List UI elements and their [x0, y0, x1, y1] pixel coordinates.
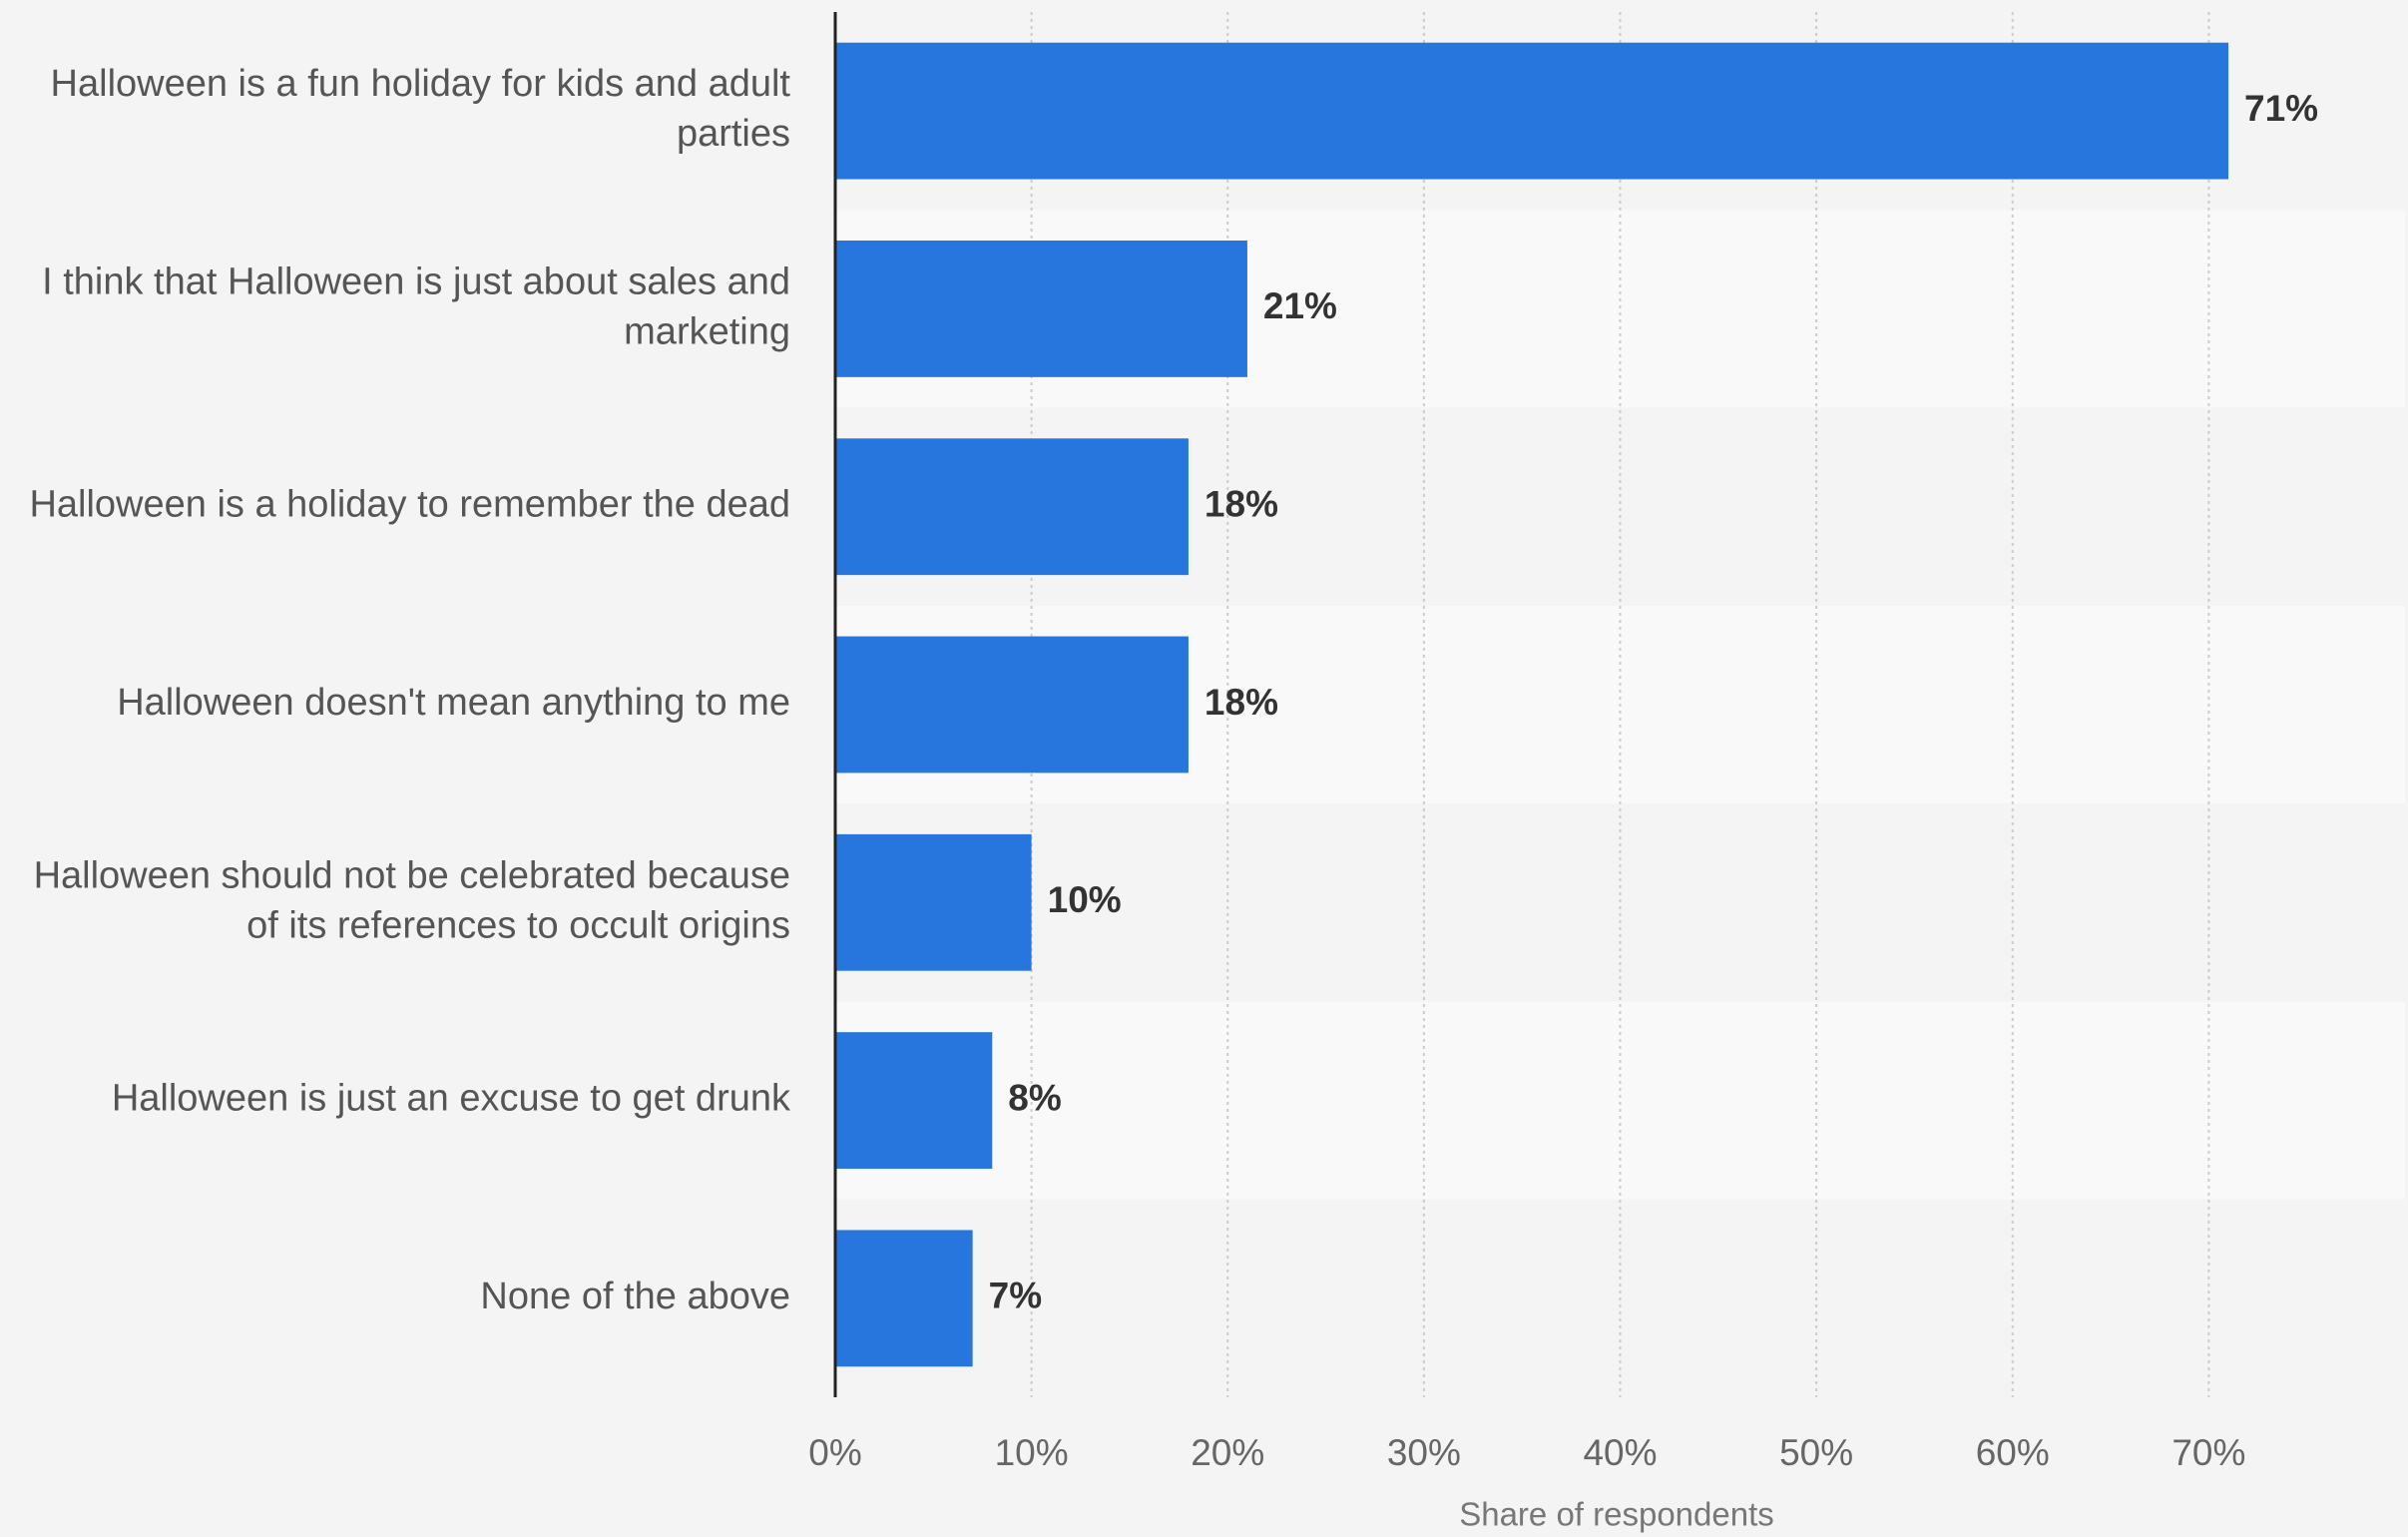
value-label: 18% — [1204, 682, 1278, 723]
bar — [835, 833, 1032, 971]
value-label: 10% — [1048, 879, 1122, 920]
value-label: 7% — [989, 1276, 1042, 1316]
y-tick-label: Halloween is a holiday to remember the d… — [29, 484, 790, 526]
bar — [835, 42, 2229, 180]
x-tick-label: 50% — [1779, 1432, 1853, 1473]
x-axis-title: Share of respondents — [1459, 1496, 1774, 1533]
x-tick-label: 0% — [808, 1432, 861, 1473]
x-tick-label: 30% — [1387, 1432, 1461, 1473]
y-tick-label: Halloween should not be celebrated becau… — [34, 854, 790, 946]
x-tick-label: 40% — [1583, 1432, 1657, 1473]
row-stripe — [835, 1001, 2405, 1200]
y-tick-label: Halloween is a fun holiday for kids and … — [51, 63, 791, 155]
bar — [835, 1230, 973, 1367]
bar — [835, 241, 1247, 377]
x-tick-label: 20% — [1191, 1432, 1264, 1473]
x-tick-label: 70% — [2171, 1432, 2245, 1473]
value-label: 21% — [1263, 285, 1337, 326]
bar — [835, 636, 1189, 773]
value-label: 8% — [1008, 1077, 1061, 1118]
x-tick-label: 60% — [1976, 1432, 2050, 1473]
bar — [835, 438, 1189, 576]
y-tick-label: Halloween is just an excuse to get drunk — [112, 1078, 791, 1120]
y-tick-label: None of the above — [480, 1276, 790, 1317]
value-label: 18% — [1204, 483, 1278, 524]
y-tick-label: I think that Halloween is just about sal… — [42, 260, 790, 352]
x-tick-label: 10% — [995, 1432, 1069, 1473]
value-label: 71% — [2244, 88, 2318, 129]
bar — [835, 1032, 993, 1169]
y-tick-label: Halloween doesn't mean anything to me — [117, 682, 790, 724]
